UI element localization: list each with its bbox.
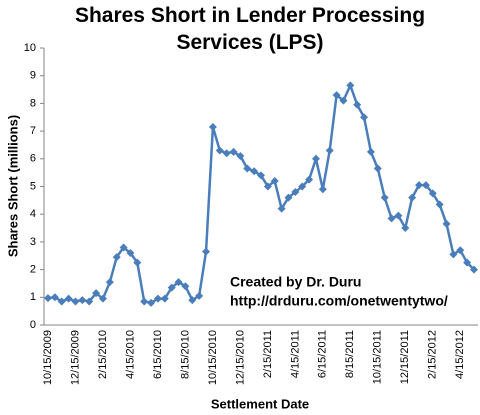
marker <box>167 283 176 292</box>
marker <box>277 204 286 213</box>
marker <box>208 122 217 131</box>
marker <box>188 296 197 305</box>
marker <box>195 291 204 300</box>
marker <box>380 193 389 202</box>
x-tick-label: 10/15/2009 <box>42 330 54 385</box>
marker <box>263 182 272 191</box>
marker <box>174 278 183 287</box>
marker <box>394 211 403 220</box>
chart-title: Shares Short in Lender Processing Servic… <box>74 4 426 54</box>
marker <box>140 297 149 306</box>
x-tick-label: 8/15/2010 <box>179 330 191 379</box>
marker <box>291 188 300 197</box>
marker <box>408 193 417 202</box>
annotation: Created by Dr. Duru <box>230 274 361 290</box>
annotation: http://drduru.com/onetwentytwo/ <box>230 293 448 309</box>
marker <box>387 214 396 223</box>
marker <box>57 297 66 306</box>
marker <box>160 294 169 303</box>
y-tick-label: 5 <box>30 180 36 192</box>
x-tick-label: 6/15/2010 <box>152 330 164 379</box>
marker <box>421 181 430 190</box>
marker <box>470 265 478 274</box>
y-tick-label: 9 <box>30 70 36 82</box>
x-tick-label: 2/15/2010 <box>97 330 109 379</box>
y-tick-label: 2 <box>30 264 36 276</box>
marker <box>449 250 458 259</box>
marker <box>71 297 80 306</box>
marker <box>222 149 231 158</box>
marker <box>147 298 156 307</box>
x-axis-label: Settlement Date <box>211 396 309 411</box>
marker <box>119 243 128 252</box>
marker <box>346 81 355 90</box>
marker <box>270 176 279 185</box>
marker <box>463 258 472 267</box>
x-tick-label: 12/15/2010 <box>234 330 246 385</box>
marker <box>112 253 121 262</box>
marker <box>305 175 314 184</box>
y-tick-label: 8 <box>30 97 36 109</box>
marker <box>44 294 52 303</box>
marker <box>318 185 327 194</box>
marker <box>126 248 135 257</box>
y-tick-label: 0 <box>30 319 36 331</box>
x-tick-label: 4/15/2010 <box>124 330 136 379</box>
marker <box>50 293 59 302</box>
marker <box>257 171 265 180</box>
marker <box>435 200 444 209</box>
marker <box>133 258 142 267</box>
marker <box>401 224 410 233</box>
marker <box>105 278 114 287</box>
x-tick-label: 10/15/2011 <box>372 330 384 384</box>
marker <box>325 146 334 155</box>
marker <box>243 164 252 173</box>
marker <box>92 289 101 298</box>
marker <box>373 164 382 173</box>
marker <box>215 146 224 155</box>
series-line <box>47 82 475 305</box>
x-tick-label: 6/15/2011 <box>317 330 329 378</box>
y-tick-label: 1 <box>30 291 36 303</box>
marker <box>202 247 211 256</box>
marker <box>85 297 94 306</box>
marker <box>332 91 341 100</box>
y-tick-label: 10 <box>24 42 36 54</box>
marker <box>250 167 259 176</box>
marker <box>428 189 437 198</box>
marker <box>415 181 424 190</box>
marker <box>353 100 362 109</box>
x-tick-label: 10/15/2010 <box>207 330 219 385</box>
marker <box>64 294 73 303</box>
marker <box>153 294 162 303</box>
y-tick-label: 6 <box>30 153 36 165</box>
marker <box>78 296 87 305</box>
marker <box>229 147 238 156</box>
marker <box>442 219 451 228</box>
marker <box>456 246 465 255</box>
x-tick-label: 2/15/2012 <box>427 330 439 379</box>
marker <box>339 96 348 105</box>
x-tick-label: 2/15/2011 <box>262 330 274 378</box>
x-tick-label: 12/15/2011 <box>399 330 411 384</box>
marker <box>98 294 107 303</box>
marker <box>311 154 320 163</box>
x-tick-label: 8/15/2011 <box>344 330 356 378</box>
x-tick-label: 4/15/2012 <box>454 330 466 379</box>
marker <box>360 113 369 122</box>
y-tick-label: 4 <box>30 208 36 220</box>
marker <box>236 152 245 161</box>
y-axis-label: Shares Short (millions) <box>5 115 20 257</box>
y-tick-label: 7 <box>30 125 36 137</box>
marker <box>366 147 375 156</box>
x-tick-label: 4/15/2011 <box>289 330 301 378</box>
marker <box>284 193 293 202</box>
marker <box>298 182 307 191</box>
marker <box>181 282 190 291</box>
x-tick-label: 12/15/2009 <box>69 330 81 385</box>
y-tick-label: 3 <box>30 236 36 248</box>
